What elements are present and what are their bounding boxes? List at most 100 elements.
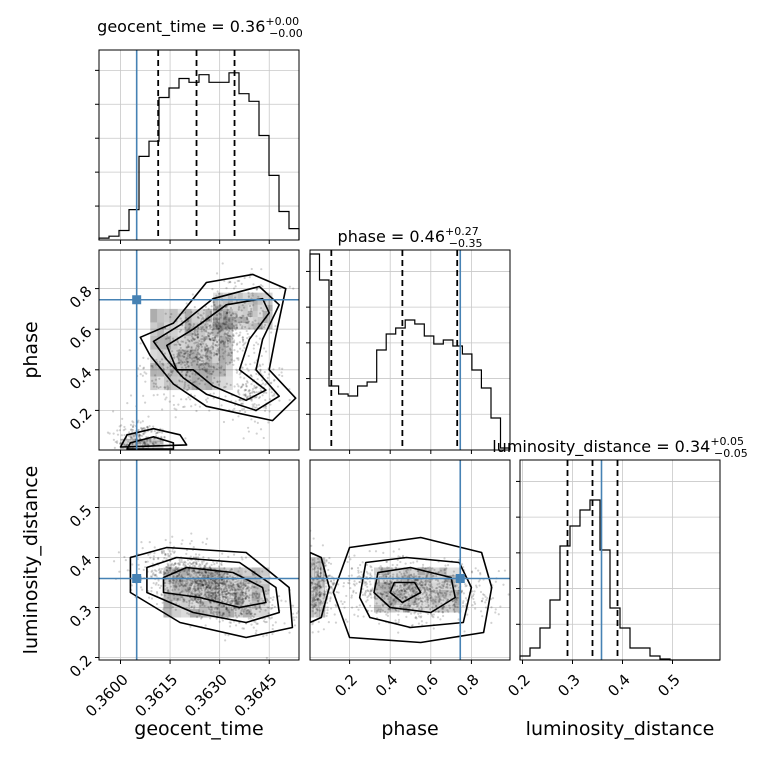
sample-point <box>288 631 291 634</box>
sample-point <box>131 428 135 432</box>
sample-point <box>188 583 192 587</box>
sample-point <box>186 346 189 349</box>
sample-point <box>429 596 432 600</box>
sample-point <box>400 588 403 591</box>
sample-point <box>186 360 190 364</box>
sample-point <box>244 584 247 588</box>
sample-point <box>167 569 170 572</box>
sample-point <box>217 589 220 592</box>
sample-point <box>426 572 429 575</box>
sample-point <box>240 589 244 592</box>
sample-point <box>204 322 207 325</box>
sample-point <box>218 598 221 602</box>
sample-point <box>199 342 202 345</box>
density-cell <box>205 363 213 377</box>
sample-point <box>164 554 167 557</box>
sample-point <box>203 588 207 592</box>
sample-point <box>151 379 154 382</box>
sample-point <box>152 437 156 440</box>
sample-point <box>245 612 248 615</box>
sample-point <box>167 563 170 567</box>
density-cell <box>157 335 165 350</box>
sample-point <box>264 609 267 612</box>
sample-point <box>478 584 481 587</box>
sample-point <box>212 339 215 342</box>
sample-point <box>204 587 208 590</box>
histogram-step <box>519 499 720 661</box>
sample-point <box>224 581 227 584</box>
sample-point <box>236 591 239 594</box>
sample-point <box>240 602 243 605</box>
sample-point <box>402 594 405 597</box>
sample-point <box>226 572 229 575</box>
sample-point <box>307 564 309 566</box>
sample-point <box>422 586 425 589</box>
sample-point <box>180 363 183 366</box>
sample-point <box>319 593 322 596</box>
sample-point <box>277 595 281 598</box>
density-cell <box>177 322 185 336</box>
sample-point <box>212 392 215 395</box>
sample-point <box>166 334 169 337</box>
sample-point <box>386 594 389 597</box>
sample-point <box>208 337 211 340</box>
sample-point <box>219 329 222 332</box>
sample-point <box>175 579 178 582</box>
sample-point <box>193 306 196 309</box>
sample-point <box>366 598 369 602</box>
sample-point <box>238 621 241 624</box>
sample-point <box>228 361 232 364</box>
sample-point <box>163 594 166 597</box>
sample-point <box>308 566 310 568</box>
density-cell <box>212 308 220 323</box>
sample-point <box>160 571 163 574</box>
sample-point <box>247 320 250 323</box>
sample-point <box>437 592 440 595</box>
sample-point <box>230 601 233 604</box>
sample-point <box>189 579 192 582</box>
density-cell <box>184 308 192 323</box>
sample-point <box>225 328 229 331</box>
sample-point <box>255 629 258 632</box>
sample-point <box>403 589 406 592</box>
sample-point <box>129 428 132 431</box>
sample-point <box>206 575 209 578</box>
sample-point <box>172 574 175 577</box>
sample-point <box>380 596 384 599</box>
sample-point <box>119 442 122 445</box>
sample-point <box>316 584 319 587</box>
sample-point <box>235 326 239 329</box>
sample-point <box>414 615 418 619</box>
sample-point <box>198 590 201 593</box>
sample-point <box>227 591 230 594</box>
sample-point <box>258 595 261 598</box>
sample-point <box>301 610 303 612</box>
sample-point <box>239 600 242 604</box>
density-cell <box>205 308 213 323</box>
sample-point <box>263 323 267 327</box>
sample-point <box>215 588 218 591</box>
sample-point <box>202 602 205 606</box>
sample-point <box>164 386 167 389</box>
sample-point <box>383 590 386 594</box>
sample-point <box>236 598 240 601</box>
sample-point <box>214 352 218 355</box>
sample-point <box>206 349 210 352</box>
sample-point <box>205 326 209 329</box>
sample-point <box>224 593 227 597</box>
sample-point <box>397 613 400 616</box>
sample-point <box>179 579 182 582</box>
sample-point <box>368 590 371 593</box>
density-cell <box>410 582 418 590</box>
sample-point <box>451 600 454 603</box>
density-cell <box>315 607 317 618</box>
sample-point <box>197 364 201 367</box>
sample-point <box>243 342 246 345</box>
sample-point <box>408 595 412 598</box>
sample-point <box>325 588 329 591</box>
sample-point <box>352 591 355 594</box>
sample-point <box>439 569 443 572</box>
density-cell <box>381 597 389 605</box>
density-cell <box>172 592 182 601</box>
sample-point <box>201 584 204 587</box>
